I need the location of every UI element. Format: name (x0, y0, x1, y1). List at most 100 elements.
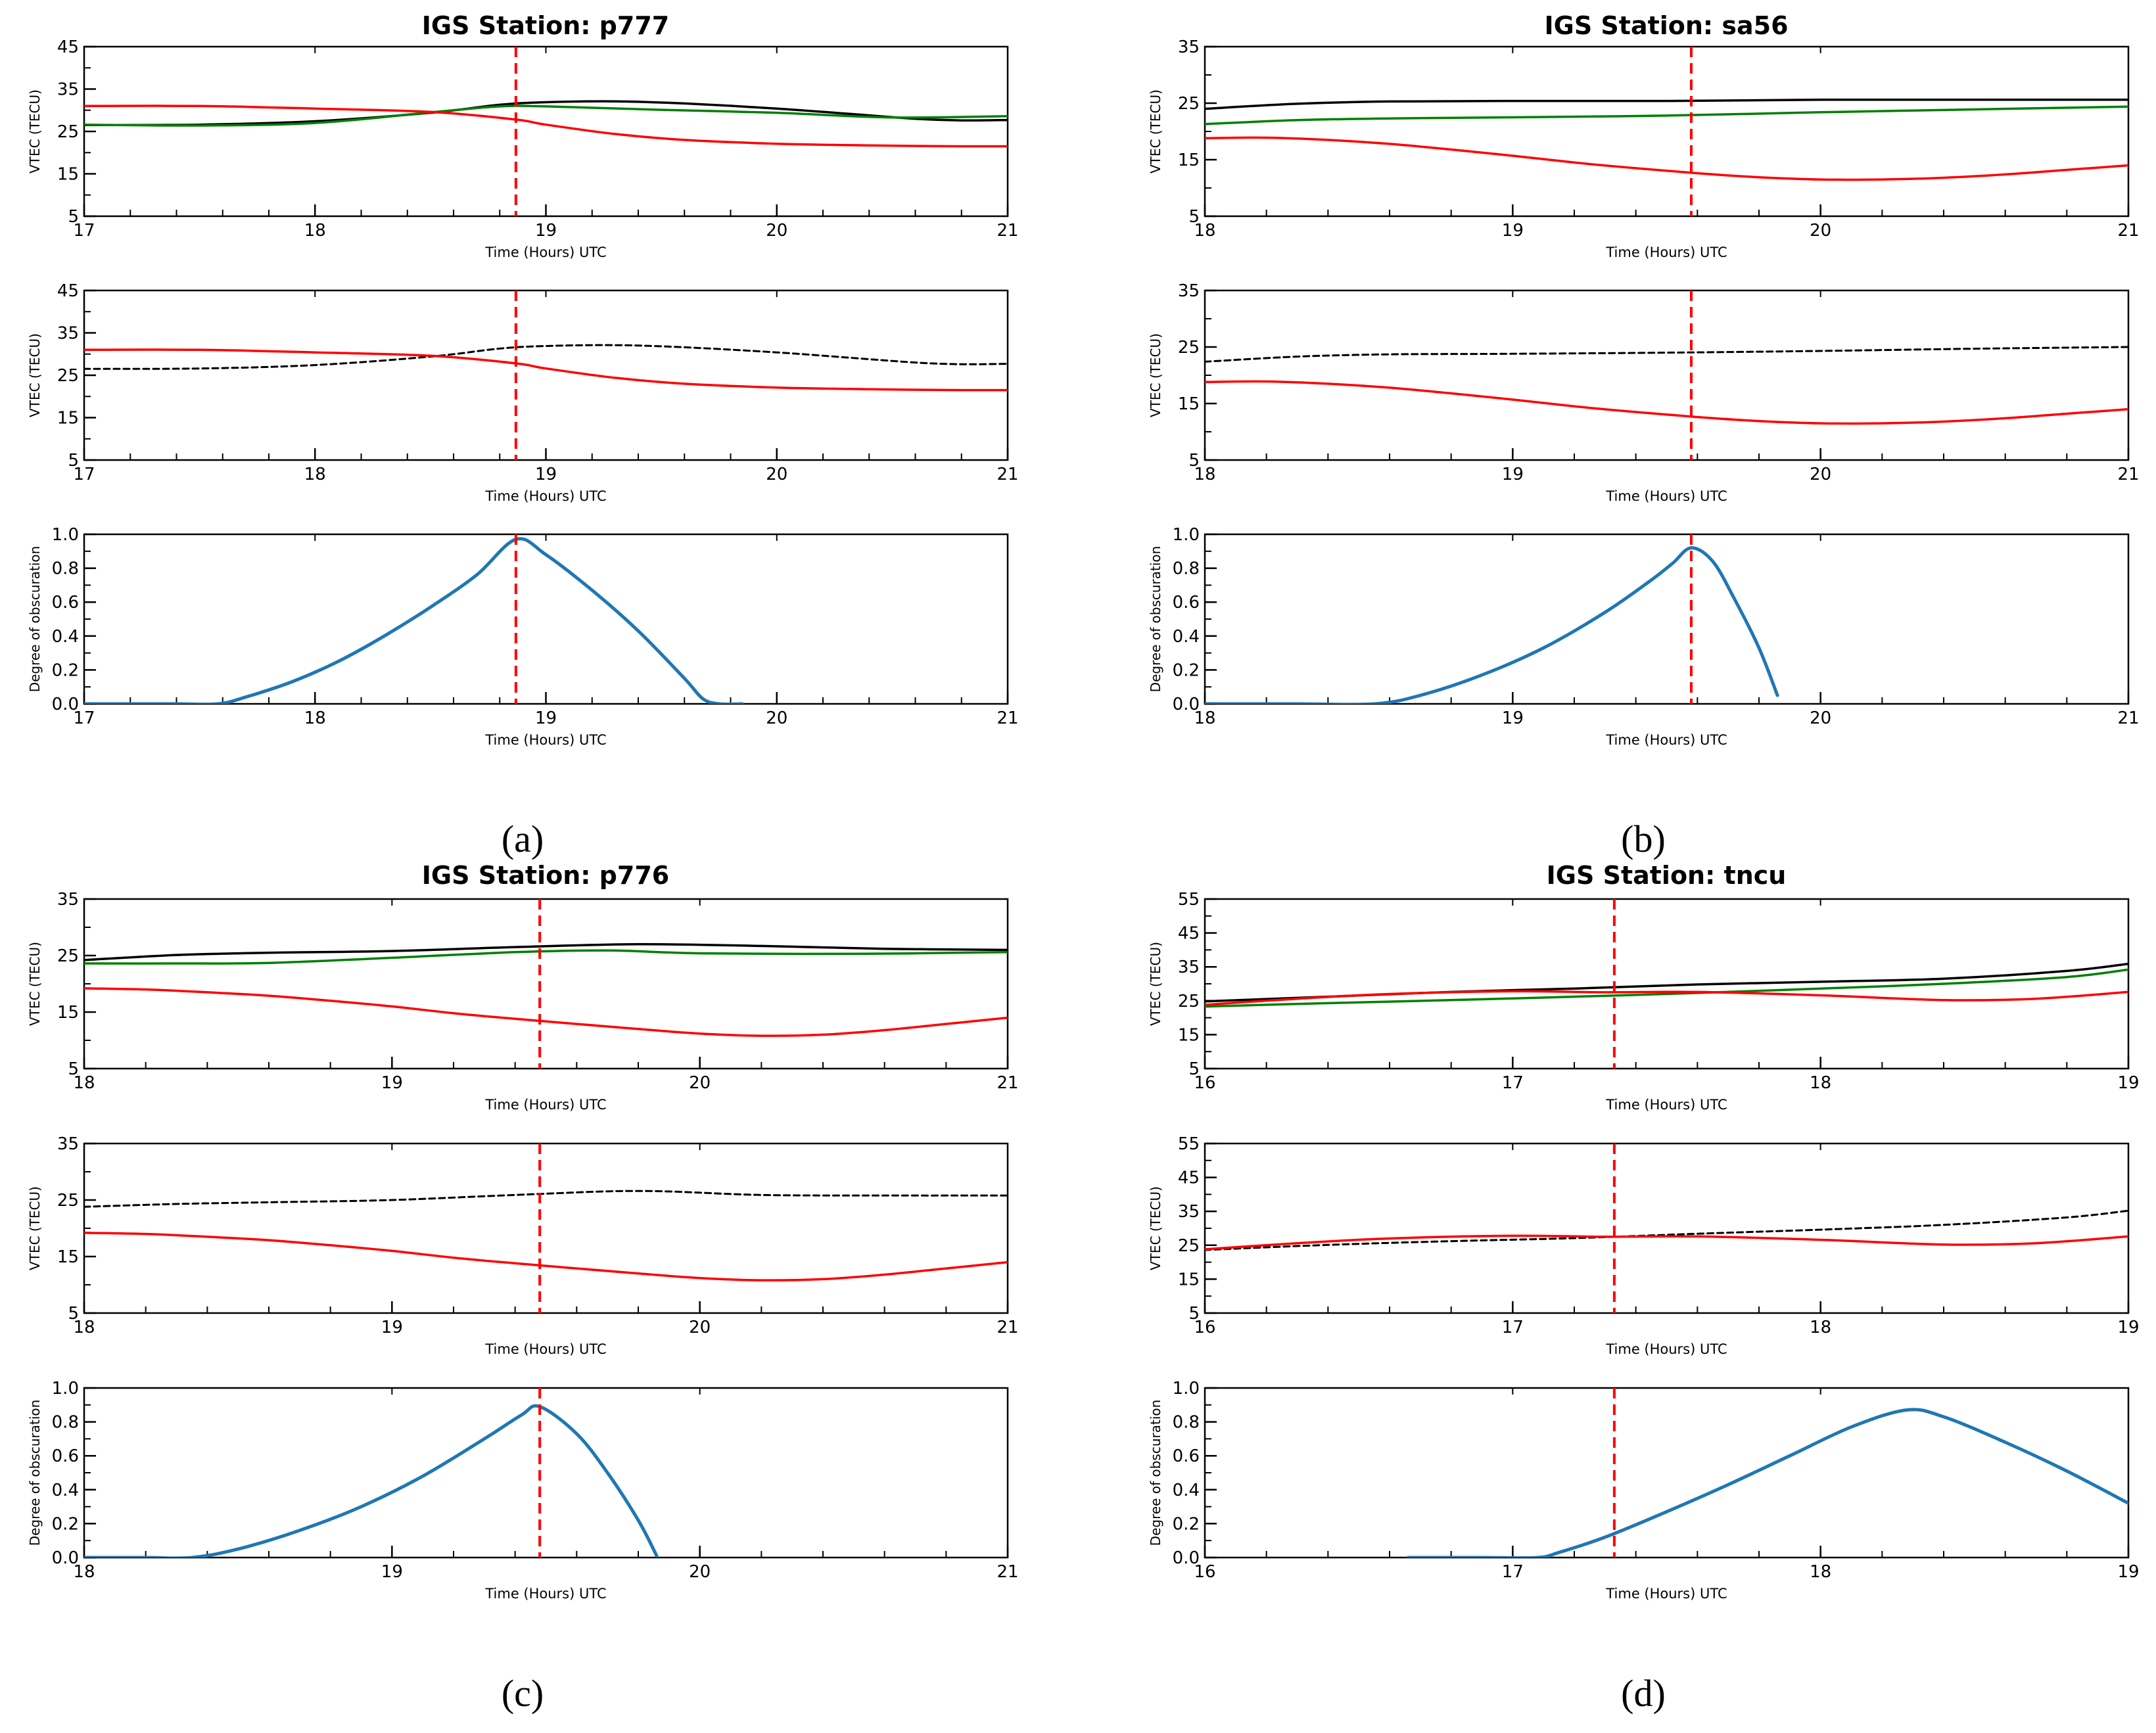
panel-c-sub2-x-tick-label: 18 (73, 1318, 95, 1337)
panel-a-sub2-y-tick-label: 25 (57, 366, 79, 386)
panel-d-sub1-y-tick-label: 55 (1178, 890, 1200, 910)
panel-a-sub2-x-tick-label: 17 (73, 465, 95, 484)
panel-a-caption: (a) (502, 818, 544, 860)
panel-b-sub1-series-green (1205, 105, 2128, 126)
panel-a-sub2-y-tick-label: 15 (57, 409, 79, 428)
panel-d: IGS Station: tncu 16 17 18 19 5 15 25 35 45 55 Tim… (1148, 861, 2140, 1715)
panel-c-sub3-x-axis-label: Time (Hours) UTC (484, 1586, 606, 1602)
panel-b-sub2: 18 19 20 21 5 15 25 35 Time (Hours) UTC VTEC (TEC… (1148, 281, 2140, 504)
panel-c-sub1-y-tick-label: 35 (57, 890, 79, 910)
panel-a-sub3-y-tick-label: 0.8 (52, 559, 79, 579)
panel-d-sub3-x-tick-label: 17 (1502, 1562, 1524, 1582)
panel-b-sub3-y-tick-label: 0.4 (1173, 627, 1200, 647)
panel-a-sub2-x-tick-label: 21 (996, 465, 1018, 484)
panel-a-sub2-y-tick-label: 5 (68, 451, 79, 471)
panel-a-sub3-x-tick-label: 18 (304, 708, 326, 728)
panel-a-sub3-series-obscuration (84, 537, 744, 704)
panel-c-sub1-x-tick-label: 21 (996, 1073, 1018, 1093)
panel-d-sub3-y-tick-label: 1.0 (1173, 1379, 1200, 1398)
panel-a: IGS Station: p777 17 18 19 20 21 5 15 25 35 45 Tim… (27, 11, 1019, 860)
panel-c-sub3-y-tick-label: 0.0 (52, 1548, 79, 1568)
panel-d-sub1-series-red (1205, 990, 2128, 1006)
panel-d-sub2: 16 17 18 19 5 15 25 35 45 55 Time (Hours) UTC VTEC … (1148, 1134, 2140, 1357)
panel-c-sub2-x-tick-label: 21 (996, 1318, 1018, 1337)
panel-a-sub2-y-tick-label: 35 (57, 324, 79, 344)
panel-a-sub1-x-tick-label: 20 (766, 221, 787, 241)
panel-b-sub2-x-tick-label: 18 (1194, 465, 1215, 484)
panel-d-sub3-y-tick-label: 0.6 (1173, 1446, 1200, 1466)
panel-b-sub3-x-axis-label: Time (Hours) UTC (1605, 732, 1727, 748)
panel-c-sub1-series-green (84, 949, 1008, 965)
panel-b-sub1-series-black (1205, 98, 2128, 110)
panel-d-sub2-x-tick-label: 19 (2117, 1318, 2139, 1337)
panel-c-sub3-x-tick-label: 21 (996, 1562, 1018, 1582)
panel-c-sub3-y-tick-label: 1.0 (52, 1379, 79, 1398)
panel-d-sub2-y-tick-label: 25 (1178, 1236, 1200, 1256)
panel-b-title: IGS Station: sa56 (1544, 11, 1788, 40)
panel-d-sub2-series-red (1205, 1234, 2128, 1251)
panel-d-sub2-y-axis-label: VTEC (TECU) (1148, 1186, 1163, 1270)
panel-c-sub3-y-axis-label: Degree of obscuration (27, 1400, 43, 1546)
panel-a-sub3-x-tick-label: 21 (996, 708, 1018, 728)
panel-b-sub2-y-axis-label: VTEC (TECU) (1148, 333, 1163, 417)
panel-a-sub1-x-tick-label: 19 (535, 221, 557, 241)
panel-b-sub1-y-tick-label: 25 (1178, 94, 1200, 114)
panel-d-sub1-y-tick-label: 25 (1178, 992, 1200, 1011)
panel-c-title: IGS Station: p776 (422, 861, 669, 890)
panel-b-sub2-x-tick-label: 20 (1810, 465, 1831, 484)
panel-a-sub2-x-tick-label: 20 (766, 465, 787, 484)
panel-c-sub3-x-tick-label: 20 (689, 1562, 711, 1582)
panel-b-sub1-x-tick-label: 18 (1194, 221, 1215, 241)
panel-b-sub3-y-tick-label: 0.0 (1173, 695, 1200, 714)
panel-c-sub3-y-tick-label: 0.8 (52, 1413, 79, 1433)
panel-b-sub2-series-black-dashed (1205, 346, 2128, 363)
panel-d-sub3-x-tick-label: 19 (2117, 1562, 2139, 1582)
panel-d-sub1-y-tick-label: 35 (1178, 958, 1200, 977)
panel-d-sub2-x-axis-label: Time (Hours) UTC (1605, 1341, 1727, 1357)
panel-b-sub1-x-axis-label: Time (Hours) UTC (1605, 244, 1727, 260)
panel-d-sub1-x-tick-label: 18 (1810, 1073, 1831, 1093)
panel-d-sub3-series-obscuration (1406, 1408, 2128, 1558)
panel-a-sub2-series-red (84, 348, 1008, 392)
panel-d-sub1-y-tick-label: 45 (1178, 924, 1200, 944)
panel-b-sub2-x-tick-label: 21 (2117, 465, 2139, 484)
panel-c-sub2-x-axis-label: Time (Hours) UTC (484, 1341, 606, 1357)
panel-d-sub3-y-axis-label: Degree of obscuration (1148, 1400, 1163, 1546)
panel-a-sub3-x-tick-label: 19 (535, 708, 557, 728)
panel-a-sub1-y-tick-label: 15 (57, 165, 79, 185)
panel-a-sub2-x-axis-label: Time (Hours) UTC (484, 488, 606, 504)
panel-d-sub1-y-tick-label: 5 (1188, 1059, 1200, 1079)
panel-b-sub1-y-tick-label: 35 (1178, 37, 1200, 57)
panel-b: IGS Station: sa56 18 19 20 21 5 15 25 35 Time (H… (1148, 11, 2140, 860)
panel-a-sub1-y-tick-label: 5 (68, 207, 79, 227)
panel-a-sub1-y-tick-label: 45 (57, 37, 79, 57)
panel-c-sub1-series-black (84, 943, 1008, 961)
panel-b-sub2-y-tick-label: 35 (1178, 281, 1200, 301)
panel-c-sub2-x-tick-label: 19 (381, 1318, 403, 1337)
panel-d-sub1-x-tick-label: 19 (2117, 1073, 2139, 1093)
panel-d-title: IGS Station: tncu (1547, 861, 1787, 890)
panel-d-sub3-y-tick-label: 0.4 (1173, 1481, 1200, 1500)
panel-b-sub1-y-tick-label: 5 (1188, 207, 1200, 227)
panel-c-sub1-x-tick-label: 20 (689, 1073, 711, 1093)
panel-a-sub1-x-tick-label: 17 (73, 221, 95, 241)
panel-b-sub3-y-tick-label: 0.8 (1173, 559, 1200, 579)
panel-b-sub1-x-tick-label: 20 (1810, 221, 1831, 241)
panel-d-sub1-y-tick-label: 15 (1178, 1025, 1200, 1045)
panel-b-sub3-y-tick-label: 1.0 (1173, 525, 1200, 545)
panel-a-sub2-y-axis-label: VTEC (TECU) (27, 333, 43, 417)
panel-a-sub3-y-tick-label: 0.0 (52, 695, 79, 714)
panel-d-sub1-y-axis-label: VTEC (TECU) (1148, 942, 1163, 1026)
panel-b-sub3-x-tick-label: 21 (2117, 708, 2139, 728)
panel-a-sub1-series-red (84, 104, 1008, 148)
panel-c-sub1-x-tick-label: 18 (73, 1073, 95, 1093)
panel-b-sub3-y-tick-label: 0.6 (1173, 593, 1200, 612)
panel-c-sub3-y-tick-label: 0.4 (52, 1481, 79, 1500)
panel-b-sub3: 18 19 20 21 0.0 0.2 0.4 0.6 0.8 1.0 Time (Hours) U… (1148, 525, 2140, 748)
panel-c-sub1: 18 19 20 21 5 15 25 35 Time (Hours) UTC VTEC (TEC… (27, 890, 1019, 1113)
panel-d-sub2-y-tick-label: 5 (1188, 1304, 1200, 1324)
panel-c-sub1-y-tick-label: 15 (57, 1003, 79, 1023)
panel-d-sub3-x-axis-label: Time (Hours) UTC (1605, 1586, 1727, 1602)
panel-b-sub2-series-red (1205, 380, 2128, 425)
panel-d-sub2-y-tick-label: 35 (1178, 1202, 1200, 1222)
